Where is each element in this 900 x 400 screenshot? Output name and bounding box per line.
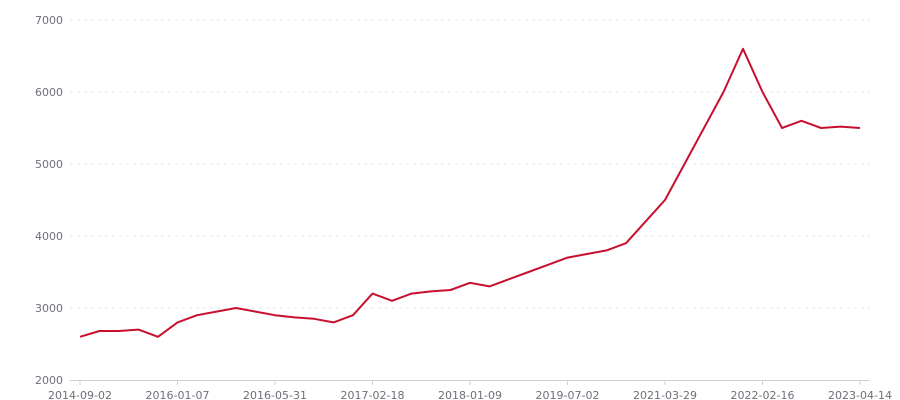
x-tick-label: 2017-02-18: [341, 389, 405, 400]
series-line: [79, 47, 861, 338]
y-tick-label: 2000: [35, 374, 63, 387]
y-tick-label: 4000: [35, 230, 63, 243]
x-axis: 2014-09-02 2016-01-07 2016-05-31 2017-02-18…: [48, 380, 892, 400]
x-tick-label: 2016-01-07: [146, 389, 210, 400]
x-tick-label: 2016-05-31: [243, 389, 307, 400]
x-tick-label: 2014-09-02: [48, 389, 112, 400]
grid-lines: [70, 19, 870, 309]
y-tick-label: 6000: [35, 86, 63, 99]
x-tick-label: 2019-07-02: [536, 389, 600, 400]
y-axis: 2000 3000 4000 5000 6000 7000: [35, 14, 63, 387]
x-tick-label: 2021-03-29: [633, 389, 697, 400]
x-tick-label: 2022-02-16: [731, 389, 795, 400]
y-tick-label: 3000: [35, 302, 63, 315]
x-tick-label: 2023-04-14: [828, 389, 892, 400]
y-tick-label: 5000: [35, 158, 63, 171]
y-tick-label: 7000: [35, 14, 63, 27]
series-layer: [79, 47, 861, 338]
x-tick-label: 2018-01-09: [438, 389, 502, 400]
